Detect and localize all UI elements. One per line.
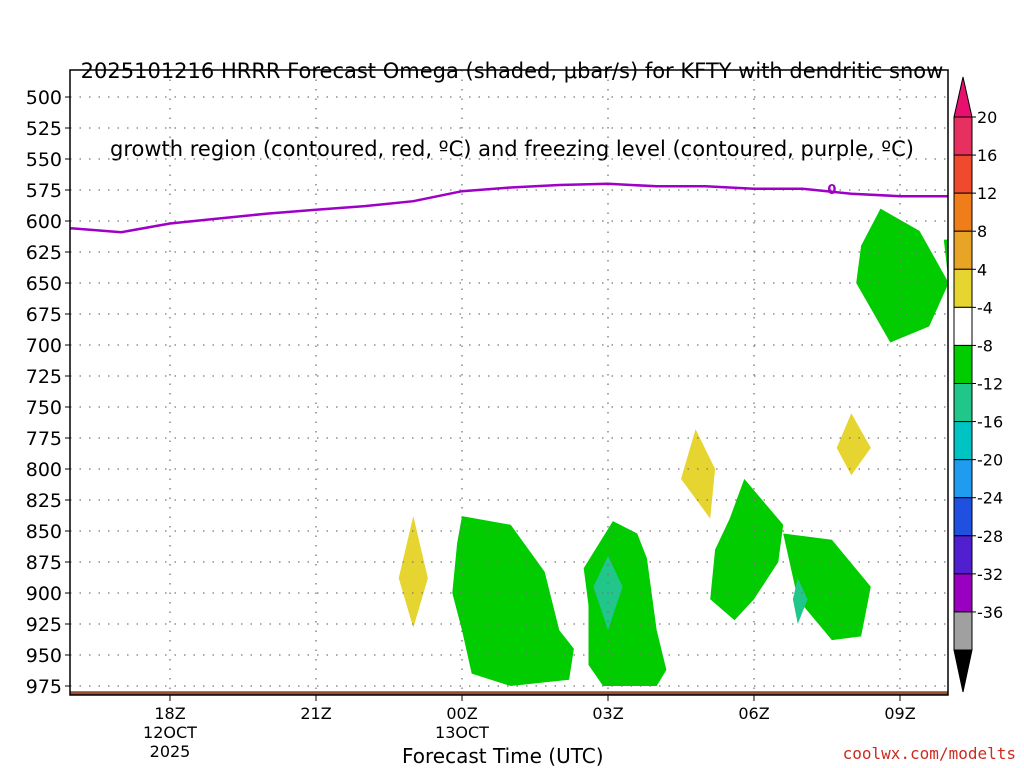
ground-surface bbox=[70, 691, 948, 695]
omega-region-yellow-b bbox=[0, 411, 5, 538]
colorbar-top-arrow bbox=[953, 76, 973, 118]
omega-shaded-regions bbox=[0, 208, 948, 686]
x-tick-label-21Z: 21Z bbox=[300, 704, 331, 723]
omega-region-yellow-c bbox=[398, 516, 428, 628]
omega-region-green-c bbox=[710, 478, 784, 621]
title-line-1: 2025101216 HRRR Forecast Omega (shaded, … bbox=[80, 59, 944, 83]
ground-layer bbox=[70, 691, 948, 695]
title-line-2: growth region (contoured, red, ºC) and f… bbox=[110, 137, 914, 161]
omega-region-yellow-e bbox=[836, 413, 871, 476]
omega-region-yellow-d bbox=[681, 429, 716, 519]
colorbar: 20 16 12 8 4 -4 -8 -12 -16 -20 -24 -28 -32 -36 bbox=[953, 76, 1003, 693]
colorbar-swatch-8 bbox=[953, 421, 973, 461]
y-tick-label-675: 675 bbox=[26, 304, 62, 326]
x-tick-label-06Z: 06Z bbox=[738, 704, 769, 723]
colorbar-swatch-13 bbox=[953, 611, 973, 651]
omega-region-green-d bbox=[783, 533, 871, 641]
colorbar-swatch-5 bbox=[953, 306, 973, 346]
colorbar-label-9: -20 bbox=[977, 451, 1003, 470]
y-tick-label-600: 600 bbox=[26, 211, 62, 233]
y-tick-label-700: 700 bbox=[26, 335, 62, 357]
omega-region-green-b bbox=[583, 521, 667, 686]
colorbar-swatch-4 bbox=[953, 268, 973, 308]
x-tick-year-18Z: 2025 bbox=[150, 742, 191, 761]
x-tick-label-00Z: 00Z bbox=[446, 704, 477, 723]
colorbar-label-10: -24 bbox=[977, 489, 1003, 508]
colorbar-swatch-7 bbox=[953, 383, 973, 423]
colorbar-label-11: -28 bbox=[977, 527, 1003, 546]
colorbar-label-5: -4 bbox=[977, 298, 993, 317]
y-tick-label-950: 950 bbox=[26, 645, 62, 667]
colorbar-swatch-12 bbox=[953, 573, 973, 613]
y-tick-label-800: 800 bbox=[26, 459, 62, 481]
colorbar-swatch-3 bbox=[953, 230, 973, 270]
omega-region-green-e bbox=[856, 208, 948, 343]
y-tick-label-575: 575 bbox=[26, 180, 62, 202]
colorbar-swatch-9 bbox=[953, 459, 973, 499]
omega-region-green-f bbox=[943, 239, 948, 277]
x-axis-label: Forecast Time (UTC) bbox=[402, 744, 604, 768]
x-tick-label-09Z: 09Z bbox=[884, 704, 915, 723]
y-tick-label-550: 550 bbox=[26, 149, 62, 171]
chart-title: 2025101216 HRRR Forecast Omega (shaded, … bbox=[0, 6, 1024, 188]
freezing-level-label: 0 bbox=[827, 183, 836, 198]
y-tick-label-775: 775 bbox=[26, 428, 62, 450]
colorbar-swatch-1 bbox=[953, 154, 973, 194]
colorbar-swatch-0 bbox=[953, 116, 973, 156]
colorbar-swatch-6 bbox=[953, 344, 973, 384]
y-tick-label-650: 650 bbox=[26, 273, 62, 295]
colorbar-swatch-11 bbox=[953, 535, 973, 575]
plot-frame bbox=[69, 69, 949, 696]
colorbar-label-2: 12 bbox=[977, 184, 997, 203]
y-tick-label-525: 525 bbox=[26, 118, 62, 140]
colorbar-label-8: -16 bbox=[977, 413, 1003, 432]
omega-region-green-a bbox=[452, 516, 574, 686]
freezing-level-contour: 0 bbox=[70, 182, 948, 234]
y-tick-label-500: 500 bbox=[26, 87, 62, 109]
y-tick-label-875: 875 bbox=[26, 552, 62, 574]
colorbar-label-3: 8 bbox=[977, 222, 987, 241]
x-tick-date-18Z: 12OCT bbox=[143, 723, 197, 742]
x-tick-label-03Z: 03Z bbox=[592, 704, 623, 723]
colorbar-bottom-arrow bbox=[953, 649, 973, 693]
freezing-level-line bbox=[70, 182, 948, 234]
y-tick-label-750: 750 bbox=[26, 397, 62, 419]
colorbar-label-12: -32 bbox=[977, 565, 1003, 584]
x-tick-label-18Z: 18Z bbox=[154, 704, 185, 723]
colorbar-label-4: 4 bbox=[977, 260, 987, 279]
credit-link[interactable]: coolwx.com/modelts bbox=[842, 744, 1016, 763]
colorbar-label-7: -12 bbox=[977, 375, 1003, 394]
colorbar-label-13: -36 bbox=[977, 603, 1003, 622]
y-tick-label-900: 900 bbox=[26, 583, 62, 605]
omega-region-teal-b bbox=[792, 578, 808, 624]
colorbar-label-1: 16 bbox=[977, 146, 997, 165]
colorbar-swatch-2 bbox=[953, 192, 973, 232]
colorbar-label-0: 20 bbox=[977, 108, 997, 127]
y-tick-label-725: 725 bbox=[26, 366, 62, 388]
colorbar-swatch-10 bbox=[953, 497, 973, 537]
y-tick-label-850: 850 bbox=[26, 521, 62, 543]
x-tick-date-00Z: 13OCT bbox=[435, 723, 489, 742]
y-tick-label-975: 975 bbox=[26, 676, 62, 698]
colorbar-label-6: -8 bbox=[977, 336, 993, 355]
pressure-axis: 500 525 550 575 600 625 650 675 700 725 750 775 800 8… bbox=[26, 87, 70, 698]
y-tick-label-825: 825 bbox=[26, 490, 62, 512]
y-tick-label-925: 925 bbox=[26, 614, 62, 636]
y-tick-label-625: 625 bbox=[26, 242, 62, 264]
